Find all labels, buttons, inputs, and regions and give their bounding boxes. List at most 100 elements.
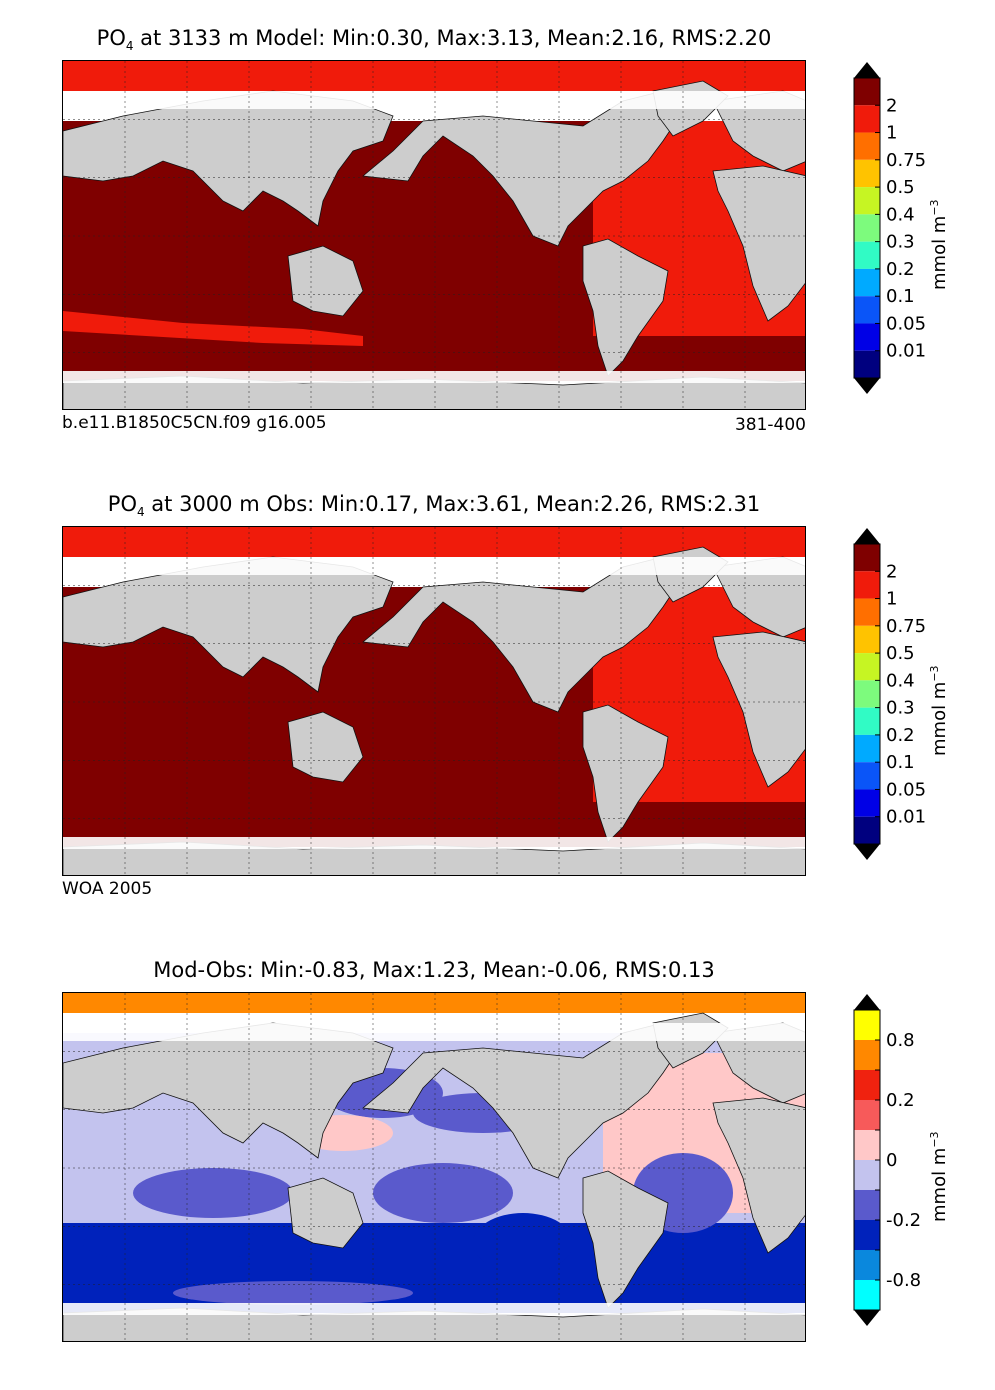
colorbar-swatch — [854, 214, 880, 242]
colorbar-swatch — [854, 1220, 880, 1250]
land-south-america — [582, 238, 669, 377]
colorbar-swatch — [854, 1040, 880, 1070]
colorbar-tick-label: 0.05 — [886, 779, 926, 800]
colorbar-extend-min — [854, 1310, 880, 1326]
ocean-field-southern-band — [63, 311, 363, 346]
colorbar-tick-label: 0.5 — [886, 177, 915, 198]
colorbar-unit: mmol m−3 — [928, 1131, 950, 1222]
colorbar-svg: 0.8 0.2 0 -0.2 -0.8 — [853, 994, 921, 1326]
colorbar-swatch — [854, 1280, 880, 1310]
colorbar-swatch — [854, 734, 880, 763]
colorbar-tick-label: 0.2 — [886, 725, 915, 746]
colorbar-tick-label: 0.3 — [886, 698, 915, 719]
colorbar-tick-label: 0.4 — [886, 670, 915, 691]
colorbar-tick-label: 0.75 — [886, 616, 926, 637]
no-data-region — [63, 1023, 805, 1041]
colorbar-swatch — [854, 296, 880, 324]
colorbar-extend-min — [854, 378, 880, 394]
colorbar-swatch — [854, 625, 880, 654]
colorbar-swatch — [854, 762, 880, 790]
source-caption: WOA 2005 — [62, 879, 153, 899]
colorbar-swatch — [854, 1130, 880, 1160]
colorbar-tick-label: 0.01 — [886, 807, 926, 828]
colorbar-swatch — [854, 78, 880, 106]
panel-diff: Mod-Obs: Min:-0.83, Max:1.23, Mean:-0.06… — [0, 932, 995, 1390]
colorbar-tick-label: 0 — [886, 1150, 897, 1171]
panel-model: PO4 at 3133 m Model: Min:0.30, Max:3.13,… — [0, 0, 995, 458]
colorbar-extend-max — [854, 994, 880, 1010]
colorbar-model: 2 1 0.75 0.5 0.4 0.3 0.2 0.1 0.05 0.01 — [850, 58, 970, 403]
map-svg — [63, 527, 805, 875]
no-data-region — [63, 1303, 805, 1315]
no-data-region — [63, 557, 805, 575]
colorbar-tick-label: 1 — [886, 123, 897, 144]
land-africa — [712, 165, 805, 322]
years-caption: 381-400 — [734, 415, 806, 435]
land-north-america — [362, 90, 684, 247]
colorbar-tick-label: 0.1 — [886, 286, 915, 307]
map-svg — [63, 61, 805, 409]
map-diff — [62, 992, 806, 1342]
colorbar-swatch — [854, 1250, 880, 1280]
land-africa — [712, 631, 805, 788]
colorbar-tick-label: 1 — [886, 589, 897, 610]
colorbar-swatch — [854, 598, 880, 626]
colorbar-extend-max — [854, 62, 880, 78]
colorbar-obs: 2 1 0.75 0.5 0.4 0.3 0.2 0.1 0.05 0.01 — [850, 524, 970, 869]
colorbar-swatch — [854, 571, 880, 599]
colorbar-swatch — [854, 105, 880, 133]
colorbar-swatch — [854, 323, 880, 351]
anomaly-patch — [473, 1213, 573, 1273]
colorbar-svg: 2 1 0.75 0.5 0.4 0.3 0.2 0.1 0.05 0.01 — [853, 528, 926, 860]
panel-obs: PO4 at 3000 m Obs: Min:0.17, Max:3.61, M… — [0, 466, 995, 924]
colorbar-swatch — [854, 1160, 880, 1190]
colorbar-tick-label: 0.2 — [886, 1090, 915, 1111]
colorbar-swatch — [854, 1100, 880, 1130]
no-data-region — [63, 837, 805, 849]
colorbar-swatch — [854, 1010, 880, 1040]
land-north-america — [362, 556, 684, 713]
anomaly-patch — [173, 1281, 413, 1305]
colorbar-swatch — [854, 187, 880, 215]
colorbar-swatch — [854, 1070, 880, 1100]
colorbar-unit: mmol m−3 — [928, 665, 950, 756]
ocean-field-arctic — [63, 993, 805, 1013]
colorbar-tick-label: 2 — [886, 561, 897, 582]
colorbar-swatch — [854, 653, 880, 681]
colorbar-tick-label: 0.1 — [886, 752, 915, 773]
colorbar-swatch — [854, 132, 880, 160]
colorbar-swatch — [854, 1190, 880, 1220]
panel-title: Mod-Obs: Min:-0.83, Max:1.23, Mean:-0.06… — [153, 958, 715, 982]
land-africa — [712, 1097, 805, 1254]
land-south-america — [582, 704, 669, 843]
colorbar-swatch — [854, 789, 880, 817]
anomaly-patch — [83, 1223, 263, 1263]
colorbar-swatch — [854, 707, 880, 735]
colorbar-tick-label: 0.5 — [886, 643, 915, 664]
colorbar-tick-label: 0.75 — [886, 150, 926, 171]
colorbar-swatch — [854, 544, 880, 572]
map-svg — [63, 993, 805, 1341]
colorbar-tick-label: 0.01 — [886, 341, 926, 362]
land-north-america — [362, 1022, 684, 1179]
land-south-america — [582, 1170, 669, 1309]
panel-title: PO4 at 3133 m Model: Min:0.30, Max:3.13,… — [96, 26, 772, 54]
panel-title: PO4 at 3000 m Obs: Min:0.17, Max:3.61, M… — [107, 492, 761, 520]
land-australia — [287, 245, 364, 317]
colorbar-swatch — [854, 680, 880, 708]
colorbar-swatch — [854, 241, 880, 269]
colorbar-swatch — [854, 268, 880, 297]
land-australia — [287, 711, 364, 783]
colorbar-tick-label: 0.05 — [886, 313, 926, 334]
colorbar-tick-label: -0.8 — [886, 1270, 921, 1291]
colorbar-tick-label: -0.2 — [886, 1210, 921, 1231]
colorbar-tick-label: 2 — [886, 95, 897, 116]
colorbar-extend-max — [854, 528, 880, 544]
colorbar-swatch — [854, 159, 880, 188]
no-data-region — [63, 91, 805, 109]
colorbar-tick-label: 0.3 — [886, 232, 915, 253]
colorbar-diff: 0.8 0.2 0 -0.2 -0.8 — [850, 990, 970, 1335]
colorbar-tick-label: 0.2 — [886, 259, 915, 280]
anomaly-patch — [373, 1163, 513, 1223]
colorbar-swatch — [854, 350, 880, 378]
